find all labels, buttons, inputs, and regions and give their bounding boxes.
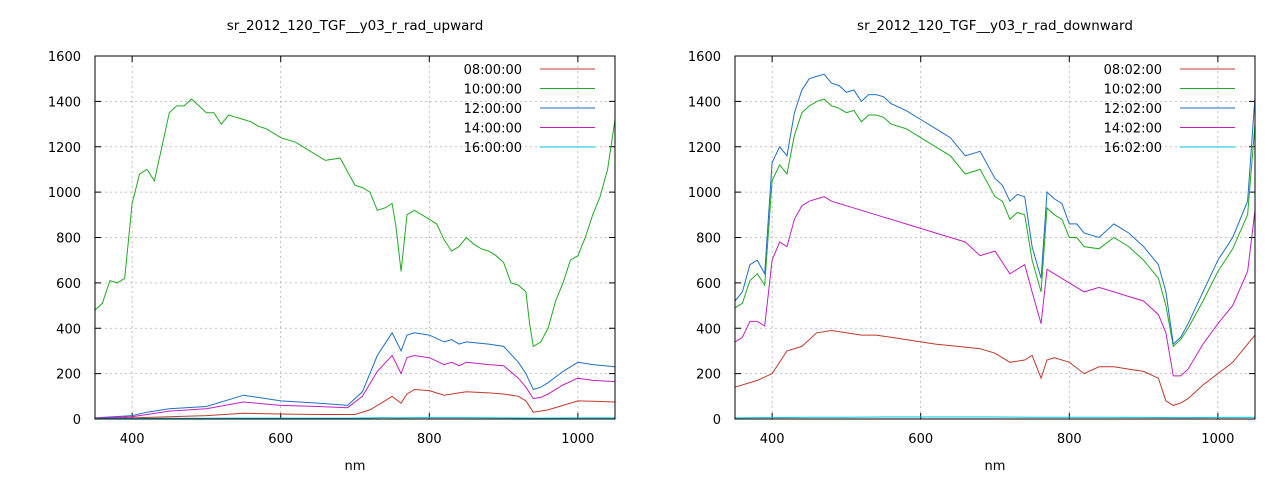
- y-tick-label: 200: [56, 368, 81, 383]
- x-tick-label: 1000: [561, 432, 594, 447]
- x-tick-label: 400: [120, 432, 145, 447]
- chart-title: sr_2012_120_TGF__y03_r_rad_downward: [857, 18, 1133, 34]
- y-tick-label: 800: [696, 232, 721, 247]
- x-tick-label: 1000: [1201, 432, 1234, 447]
- series-line-4: [734, 196, 1256, 377]
- y-tick-label: 1200: [48, 141, 81, 156]
- legend-label: 10:00:00: [464, 83, 522, 98]
- series-line-3: [734, 73, 1256, 346]
- y-tick-label: 1000: [688, 186, 721, 201]
- chart-panel-1: 0 200 400 600 800 1000 1200 1400 1600 400 600 800 10…: [48, 18, 616, 474]
- y-tick-label: 0: [713, 413, 721, 428]
- y-tick-label: 400: [696, 322, 721, 337]
- plot-frame: [94, 55, 616, 420]
- y-tick-label: 1200: [688, 141, 721, 156]
- y-tick-label: 600: [56, 277, 81, 292]
- y-tick-label: 1600: [48, 50, 81, 65]
- chart-panel-2: 0 200 400 600 800 1000 1200 1400 1600 400 600 800 10…: [688, 18, 1256, 474]
- legend-label: 12:02:00: [1104, 102, 1162, 117]
- y-tick-label: 1400: [48, 95, 81, 110]
- y-tick-label: 0: [73, 413, 81, 428]
- series-line-2: [734, 98, 1256, 348]
- legend-label: 16:00:00: [464, 141, 522, 156]
- legend-label: 14:02:00: [1104, 122, 1162, 137]
- series-line-5: [734, 416, 1256, 419]
- series-line-4: [94, 354, 616, 419]
- x-tick-label: 600: [268, 432, 293, 447]
- y-tick-label: 600: [696, 277, 721, 292]
- y-tick-label: 1000: [48, 186, 81, 201]
- series-line-1: [734, 329, 1256, 406]
- legend-label: 10:02:00: [1104, 83, 1162, 98]
- x-tick-label: 800: [417, 432, 442, 447]
- series-line-1: [94, 388, 616, 419]
- y-tick-label: 200: [696, 368, 721, 383]
- series-line-3: [94, 331, 616, 419]
- series-line-5: [94, 417, 615, 420]
- x-axis-label: nm: [345, 459, 366, 474]
- x-tick-label: 400: [760, 432, 785, 447]
- chart-title: sr_2012_120_TGF__y03_r_rad_upward: [227, 18, 484, 34]
- legend-label: 16:02:00: [1104, 141, 1162, 156]
- legend-label: 12:00:00: [464, 102, 522, 117]
- legend-label: 08:02:00: [1104, 63, 1162, 78]
- y-tick-label: 1600: [688, 50, 721, 65]
- x-axis-label: nm: [985, 459, 1006, 474]
- y-tick-label: 400: [56, 322, 81, 337]
- x-tick-label: 600: [908, 432, 933, 447]
- series-line-2: [94, 98, 616, 348]
- plot-frame: [734, 55, 1256, 420]
- y-tick-label: 1400: [688, 95, 721, 110]
- x-tick-label: 800: [1057, 432, 1082, 447]
- legend-label: 08:00:00: [464, 63, 522, 78]
- y-tick-label: 800: [56, 232, 81, 247]
- legend-label: 14:00:00: [464, 122, 522, 137]
